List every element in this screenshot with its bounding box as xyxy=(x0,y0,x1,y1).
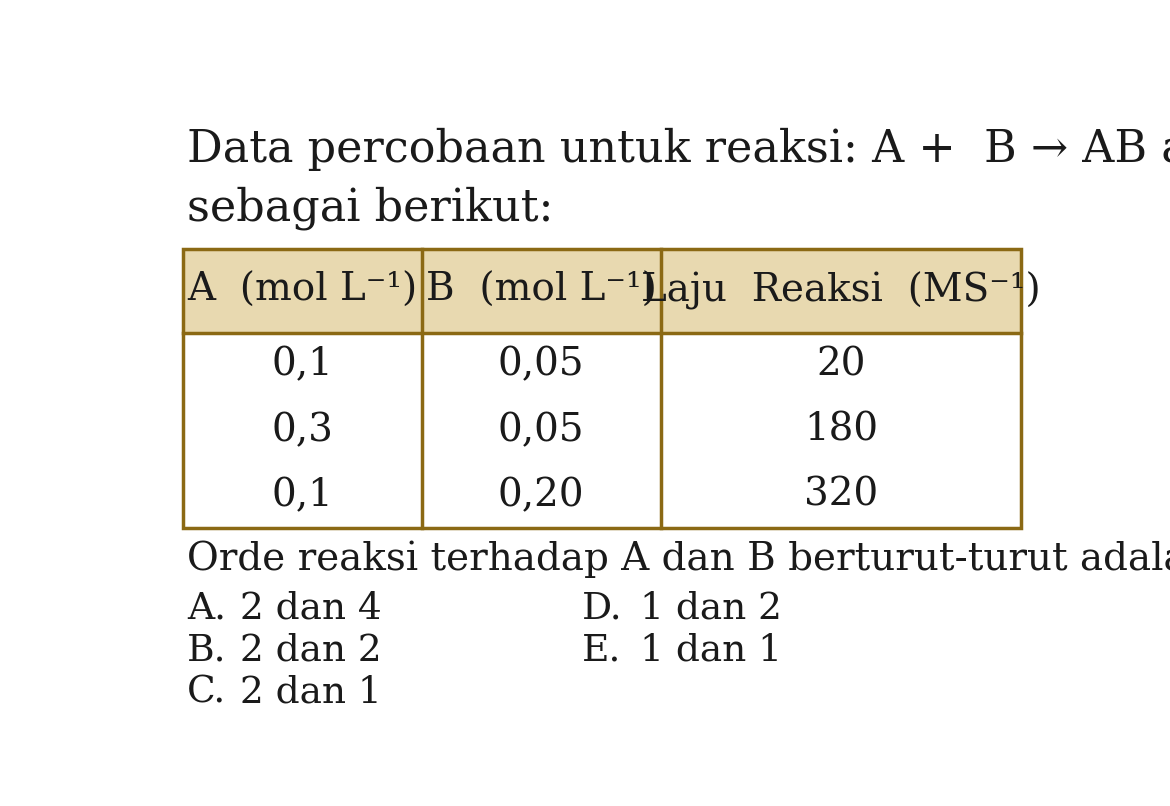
Text: 0,20: 0,20 xyxy=(497,477,584,514)
Text: 320: 320 xyxy=(804,477,878,514)
Text: A.: A. xyxy=(187,590,226,626)
Text: 2 dan 1: 2 dan 1 xyxy=(240,675,381,711)
Text: D.: D. xyxy=(581,590,622,626)
Text: C.: C. xyxy=(187,675,226,711)
Text: 0,3: 0,3 xyxy=(271,412,333,449)
Text: Orde reaksi terhadap A dan B berturut-turut adalah ....: Orde reaksi terhadap A dan B berturut-tu… xyxy=(187,541,1170,578)
Text: sebagai berikut:: sebagai berikut: xyxy=(187,187,553,231)
Text: E.: E. xyxy=(581,633,621,668)
Text: A  (mol L⁻¹): A (mol L⁻¹) xyxy=(187,272,418,310)
Text: 0,1: 0,1 xyxy=(271,347,333,384)
Text: B.: B. xyxy=(187,633,227,668)
Text: 2 dan 4: 2 dan 4 xyxy=(240,590,381,626)
Text: Laju  Reaksi  (MS⁻¹): Laju Reaksi (MS⁻¹) xyxy=(641,272,1041,310)
Text: B  (mol L⁻¹): B (mol L⁻¹) xyxy=(426,272,656,310)
Text: 2 dan 2: 2 dan 2 xyxy=(240,633,381,668)
Text: 180: 180 xyxy=(804,412,878,449)
Text: 1 dan 2: 1 dan 2 xyxy=(640,590,783,626)
Text: 20: 20 xyxy=(817,347,866,384)
Text: 1 dan 1: 1 dan 1 xyxy=(640,633,783,668)
Text: 0,05: 0,05 xyxy=(497,347,584,384)
Text: 0,1: 0,1 xyxy=(271,477,333,514)
Text: 0,05: 0,05 xyxy=(497,412,584,449)
Text: Data percobaan untuk reaksi: A +  B → AB adalah: Data percobaan untuk reaksi: A + B → AB … xyxy=(187,128,1170,171)
